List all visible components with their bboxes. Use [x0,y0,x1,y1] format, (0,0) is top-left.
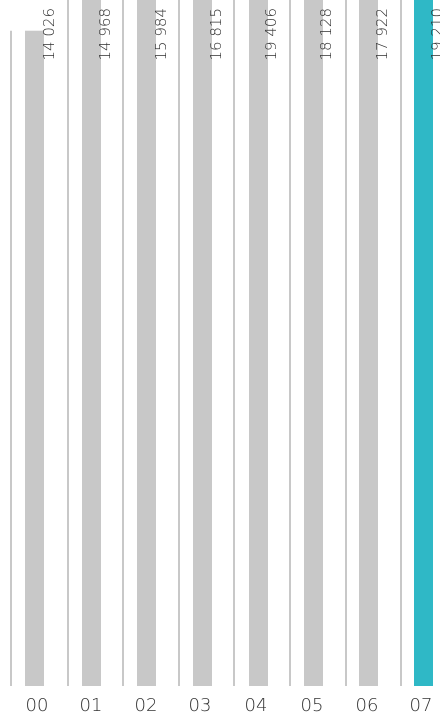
value-label-01: 14 968 [96,8,114,61]
category-label-07: 07 [410,695,433,716]
category-label-06: 06 [356,695,379,716]
category-label-01: 01 [80,695,103,716]
category-label-00: 00 [26,695,49,716]
value-label-06: 17 922 [373,8,391,61]
value-label-02: 15 984 [152,8,170,61]
bar-02 [137,0,156,687]
value-label-03: 16 815 [207,8,225,61]
value-label-07: 19 210 [428,8,440,61]
category-label-05: 05 [301,695,324,716]
bar-00 [25,30,44,686]
category-labels: 00 01 02 03 04 05 06 07 [26,695,433,716]
bars [25,0,433,687]
bar-07 [414,0,433,686]
bar-05 [304,0,323,686]
value-label-04: 19 406 [262,8,280,61]
category-label-03: 03 [189,695,212,716]
bar-01 [82,0,101,687]
category-label-02: 02 [135,695,158,716]
bar-03 [193,0,212,686]
bar-06 [359,0,378,686]
bar-04 [249,0,268,686]
category-label-04: 04 [245,695,268,716]
value-labels: 14 026 14 968 15 984 16 815 19 406 18 128 17 9… [40,8,440,61]
value-label-00: 14 026 [40,8,58,61]
value-label-05: 18 128 [317,8,335,61]
reference-lines [10,0,433,686]
